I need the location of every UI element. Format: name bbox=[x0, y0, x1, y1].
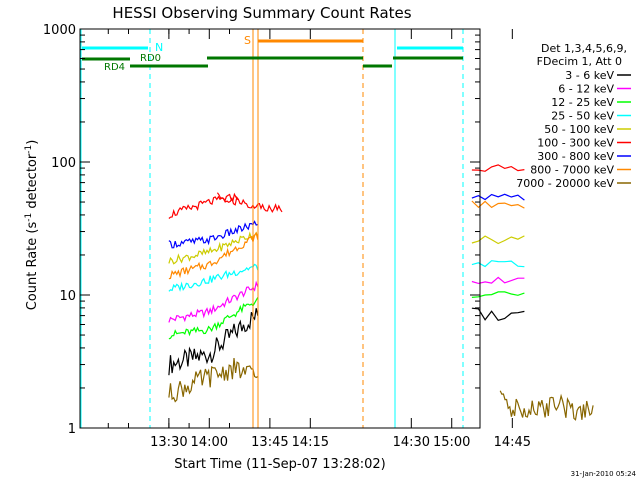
chart-title: HESSI Observing Summary Count Rates bbox=[112, 4, 411, 22]
x-tick-label-5: 14:45 bbox=[494, 435, 531, 450]
x-tick-label-1: 13:45 bbox=[251, 435, 288, 450]
series-8-segment-0 bbox=[168, 358, 259, 403]
legend-label-8: 7000 - 20000 keV bbox=[516, 177, 614, 190]
series-5-segment-0 bbox=[168, 192, 239, 219]
x-tick-label-3: 14:15 bbox=[292, 435, 329, 450]
legend-label-3: 25 - 50 keV bbox=[551, 110, 614, 123]
series-1 bbox=[168, 276, 525, 323]
x-tick-label-6: 15:00 bbox=[433, 435, 470, 450]
legend-label-7: 800 - 7000 keV bbox=[530, 164, 614, 177]
y-tick-label-2: 100 bbox=[51, 156, 76, 171]
series-2-segment-0 bbox=[168, 297, 259, 340]
x-tick-label-4: 14:30 bbox=[393, 435, 430, 450]
series-7 bbox=[168, 200, 525, 280]
series-4-segment-1 bbox=[471, 235, 525, 245]
y-axis-label: Count Rate (s-1 detector-1) bbox=[24, 140, 40, 311]
series-6-segment-0 bbox=[168, 220, 258, 249]
series-6 bbox=[168, 193, 525, 249]
y-axis-ticks: 1 10 100 1000 bbox=[43, 23, 480, 437]
series-8-segment-1 bbox=[499, 390, 594, 421]
observing-flags: N S RD0 RD4 bbox=[80, 29, 464, 428]
rd4-label: RD4 bbox=[104, 62, 125, 73]
x-axis-ticks: 13:30 13:45 14:00 14:15 14:30 14:45 15:00 bbox=[107, 29, 531, 450]
series-7-segment-1 bbox=[471, 200, 525, 209]
series-4-segment-0 bbox=[168, 231, 259, 265]
series-0 bbox=[168, 307, 525, 376]
series-3-segment-1 bbox=[471, 260, 525, 268]
series-2 bbox=[168, 291, 525, 340]
legend-label-6: 300 - 800 keV bbox=[537, 150, 614, 163]
series-5-segment-1 bbox=[216, 192, 283, 214]
saa-label: S bbox=[244, 34, 251, 47]
x-tick-label-2: 14:00 bbox=[191, 435, 228, 450]
series-3 bbox=[168, 260, 525, 292]
y-tick-label-0: 1 bbox=[68, 422, 76, 437]
x-tick-label-0: 13:30 bbox=[150, 435, 187, 450]
x-axis-label: Start Time (11-Sep-07 13:28:02) bbox=[174, 457, 385, 472]
legend-title-1: Det 1,3,4,5,6,9, bbox=[541, 42, 627, 55]
legend-label-4: 50 - 100 keV bbox=[544, 123, 614, 136]
series-layer bbox=[168, 164, 594, 421]
series-7-segment-0 bbox=[168, 231, 259, 280]
series-2-segment-1 bbox=[471, 291, 525, 298]
series-1-segment-1 bbox=[471, 276, 525, 285]
rd0-label: RD0 bbox=[140, 53, 161, 64]
date-stamp: 31-Jan-2010 05:24 bbox=[571, 470, 637, 478]
series-3-segment-0 bbox=[168, 263, 259, 292]
series-8 bbox=[168, 358, 594, 421]
series-5-segment-2 bbox=[471, 164, 525, 172]
series-0-segment-1 bbox=[471, 307, 525, 321]
series-1-segment-0 bbox=[168, 280, 259, 323]
series-4 bbox=[168, 231, 525, 265]
y-tick-label-3: 1000 bbox=[43, 23, 76, 38]
legend-label-1: 6 - 12 keV bbox=[558, 83, 614, 96]
legend-label-5: 100 - 300 keV bbox=[537, 137, 614, 150]
series-6-segment-1 bbox=[471, 193, 525, 201]
legend: Det 1,3,4,5,6,9, FDecim 1, Att 0 3 - 6 k… bbox=[516, 42, 631, 190]
night-label: N bbox=[155, 41, 163, 54]
y-tick-label-1: 10 bbox=[59, 289, 76, 304]
legend-label-2: 12 - 25 keV bbox=[551, 96, 614, 109]
plot-frame bbox=[79, 28, 481, 429]
series-5 bbox=[168, 164, 525, 219]
legend-title-2: FDecim 1, Att 0 bbox=[537, 55, 622, 68]
legend-label-0: 3 - 6 keV bbox=[565, 69, 614, 82]
series-0-segment-0 bbox=[168, 308, 259, 376]
